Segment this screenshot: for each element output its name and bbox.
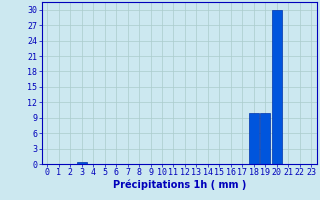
Bar	[77, 162, 87, 164]
X-axis label: Précipitations 1h ( mm ): Précipitations 1h ( mm )	[113, 180, 246, 190]
Bar	[260, 113, 270, 164]
Bar	[272, 10, 282, 164]
Bar	[249, 113, 259, 164]
